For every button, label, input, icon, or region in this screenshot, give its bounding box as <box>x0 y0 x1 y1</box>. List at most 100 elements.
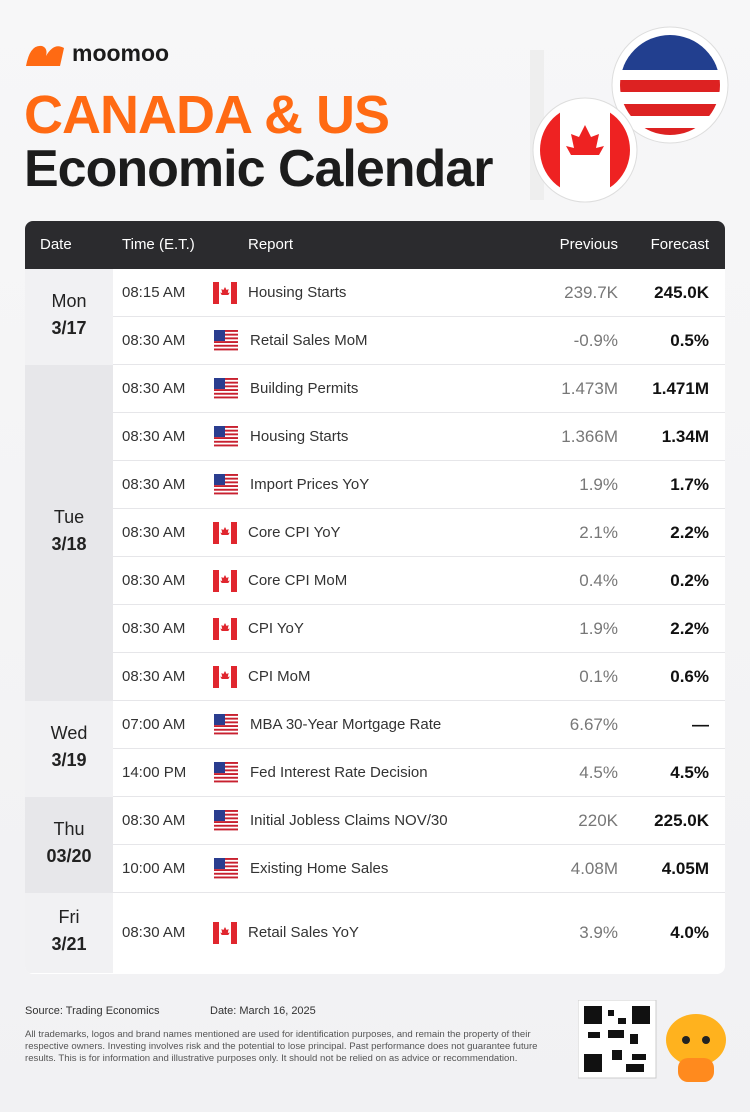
previous: 3.9% <box>579 923 618 942</box>
report: Housing Starts <box>248 284 347 301</box>
time: 08:30 AM <box>122 572 186 589</box>
flag-us <box>214 474 238 496</box>
day: Fri <box>58 907 80 927</box>
disclaimer: All trademarks, logos and brand names me… <box>25 1029 538 1064</box>
day: Mon <box>51 291 87 311</box>
report: Core CPI YoY <box>248 524 341 541</box>
forecast: 0.6% <box>670 667 709 686</box>
time: 08:30 AM <box>122 380 186 397</box>
flag-ca <box>213 570 237 592</box>
time: 08:30 AM <box>122 620 186 637</box>
time: 08:30 AM <box>122 476 186 493</box>
flag-us <box>214 330 238 352</box>
flag-us <box>214 810 238 832</box>
forecast: 2.2% <box>670 619 709 638</box>
report: Retail Sales MoM <box>250 332 368 349</box>
report: Import Prices YoY <box>250 476 370 493</box>
flag-us <box>214 858 238 880</box>
time: 08:30 AM <box>122 332 186 349</box>
time: 08:30 AM <box>122 524 186 541</box>
row-divider <box>113 412 725 413</box>
flag-us <box>214 426 238 448</box>
row-divider <box>113 316 725 317</box>
date-cell-bg <box>25 797 113 893</box>
source: Source: Trading Economics <box>25 1005 160 1017</box>
previous: 220K <box>578 811 618 830</box>
flag-us <box>214 762 238 784</box>
time: 08:15 AM <box>122 284 186 301</box>
row-divider <box>113 556 725 557</box>
date-cell-bg <box>25 701 113 797</box>
previous: 1.9% <box>579 475 618 494</box>
column-header: Previous <box>559 236 618 253</box>
report: MBA 30-Year Mortgage Rate <box>250 716 442 733</box>
report: Core CPI MoM <box>248 572 348 589</box>
flag-ca <box>213 666 237 688</box>
time: 08:30 AM <box>122 812 186 829</box>
forecast: 4.5% <box>670 763 709 782</box>
report: Fed Interest Rate Decision <box>250 764 428 781</box>
row-divider <box>113 796 725 797</box>
mascot <box>666 1014 726 1066</box>
date: 3/19 <box>51 750 87 770</box>
date: 03/20 <box>46 846 92 866</box>
forecast: 1.471M <box>652 379 709 398</box>
forecast: 0.5% <box>670 331 709 350</box>
row-divider <box>113 700 725 701</box>
row-divider <box>113 508 725 509</box>
title: CANADA & US <box>24 85 390 145</box>
forecast: 1.34M <box>661 427 709 446</box>
qr-mascot <box>578 1000 726 1082</box>
flag-ca <box>213 522 237 544</box>
column-header: Forecast <box>650 236 709 253</box>
report: Building Permits <box>250 380 359 397</box>
report: Retail Sales YoY <box>248 924 359 941</box>
previous: -0.9% <box>573 331 618 350</box>
date-cell-bg <box>25 269 113 365</box>
report: Housing Starts <box>250 428 349 445</box>
forecast: — <box>692 715 709 734</box>
row-divider <box>113 604 725 605</box>
report: Initial Jobless Claims NOV/30 <box>250 812 448 829</box>
day: Thu <box>53 819 85 839</box>
time: 08:30 AM <box>122 924 186 941</box>
table-header <box>25 221 725 269</box>
forecast: 245.0K <box>654 283 709 302</box>
column-header: Date <box>40 236 72 253</box>
previous: 0.1% <box>579 667 618 686</box>
row-divider <box>113 460 725 461</box>
brand: moomoo <box>72 40 170 66</box>
time: 08:30 AM <box>122 668 186 685</box>
forecast: 2.2% <box>670 523 709 542</box>
flag-ca <box>213 922 237 944</box>
time: 08:30 AM <box>122 428 186 445</box>
previous: 2.1% <box>579 523 618 542</box>
previous: 1.366M <box>561 427 618 446</box>
forecast: 0.2% <box>670 571 709 590</box>
row-divider <box>113 748 725 749</box>
report: CPI YoY <box>248 620 304 637</box>
previous: 4.5% <box>579 763 618 782</box>
previous: 4.08M <box>570 859 618 878</box>
flag-ca <box>213 618 237 640</box>
column-header: Report <box>248 236 294 253</box>
row-divider <box>113 844 725 845</box>
previous: 6.67% <box>569 715 618 734</box>
forecast: 4.0% <box>670 923 709 942</box>
date-cell-bg <box>25 365 113 701</box>
day: Wed <box>50 723 88 743</box>
previous: 0.4% <box>579 571 618 590</box>
report: CPI MoM <box>248 668 311 685</box>
footer-date: Date: March 16, 2025 <box>210 1005 316 1017</box>
flag-ca <box>213 282 237 304</box>
decor-flags <box>530 26 729 203</box>
previous: 239.7K <box>564 283 618 302</box>
flag-us <box>214 378 238 400</box>
previous: 1.473M <box>561 379 618 398</box>
calendar-table: Date Time (E.T.) Report Previous Forecast Mon… <box>25 221 725 974</box>
time: 14:00 PM <box>122 764 187 781</box>
forecast: 4.05M <box>661 859 709 878</box>
date: 3/21 <box>51 934 87 954</box>
time: 07:00 AM <box>122 716 186 733</box>
